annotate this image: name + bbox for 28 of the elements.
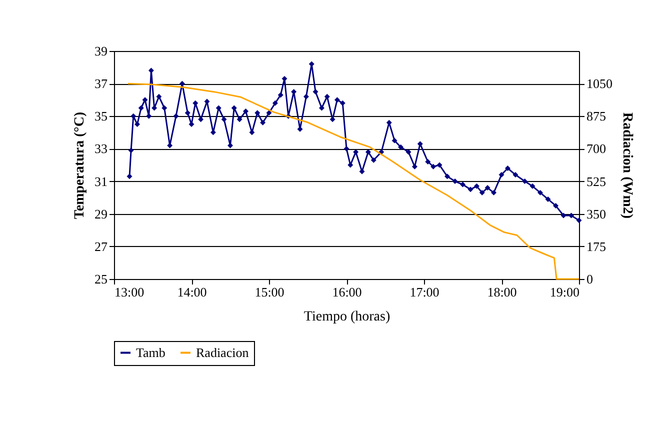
y-tick-label: 27 [94, 238, 108, 254]
y2-tick-label: 525 [586, 174, 606, 189]
x-tick-label: 18:00 [487, 284, 517, 300]
y-tick-label: 35 [94, 108, 108, 124]
y2-tick-label: 0 [586, 272, 593, 286]
x-tick-label: 16:00 [332, 284, 362, 300]
y-tick-label: 33 [94, 141, 108, 156]
y-tick-label: 25 [94, 272, 108, 286]
legend-label: Radiacion [196, 344, 250, 360]
y-axis-title: Temperatura (°C) [72, 111, 88, 220]
x-tick-label: 15:00 [254, 284, 284, 300]
x-tick-label: 17:00 [410, 284, 440, 300]
y-tick-label: 39 [94, 44, 108, 58]
y-tick-label: 31 [94, 174, 108, 189]
line-series [127, 82, 580, 280]
y2-tick-label: 875 [586, 108, 606, 124]
y-tick-label: 29 [94, 206, 108, 222]
y2-tick-label: 175 [586, 238, 606, 254]
x-tick-label: 13:00 [114, 284, 144, 300]
y2-tick-label: 350 [586, 206, 606, 222]
legend-label: Tamb [136, 344, 166, 360]
x-axis-title: Tiempo (horas) [304, 310, 390, 324]
y2-axis-title: Radiacion (Wm2) [620, 112, 634, 219]
y2-tick-label: 700 [586, 141, 606, 156]
x-tick-label: 14:00 [177, 284, 207, 300]
y2-tick-label: 1050 [586, 76, 612, 92]
x-tick-label: 19:00 [550, 284, 580, 300]
y-tick-label: 37 [94, 76, 108, 92]
